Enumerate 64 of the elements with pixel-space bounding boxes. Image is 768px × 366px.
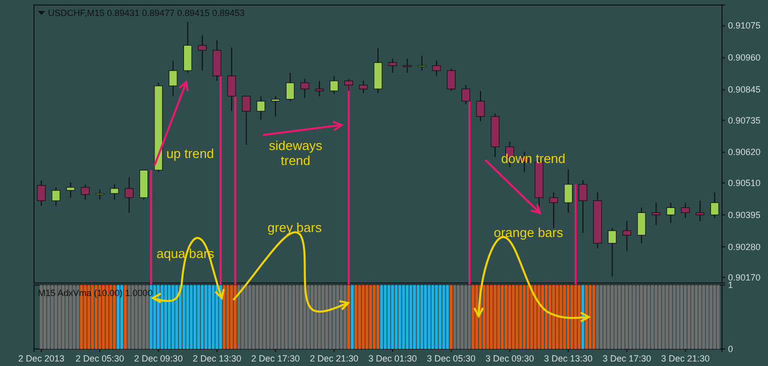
- candlestick: [681, 202, 690, 218]
- candlestick: [315, 80, 324, 97]
- candlestick: [432, 60, 441, 76]
- candlestick: [418, 55, 426, 72]
- candlestick: [168, 60, 178, 97]
- candlestick: [710, 192, 720, 218]
- candlestick: [242, 96, 251, 146]
- candlestick: [300, 78, 310, 99]
- candlestick: [564, 168, 573, 214]
- x-tick-label: 2 Dec 13:30: [192, 353, 242, 364]
- x-tick-label: 3 Dec 01:30: [368, 353, 417, 364]
- y-tick-label: 1: [728, 280, 734, 290]
- annotation: sideways trend: [268, 138, 323, 168]
- candlestick: [198, 34, 207, 72]
- x-tick-label: 2 Dec 09:30: [134, 353, 183, 364]
- x-tick-label: 3 Dec 21:30: [661, 353, 710, 364]
- x-tick-label: 3 Dec 05:30: [426, 353, 476, 364]
- candlestick: [80, 184, 90, 200]
- candlestick: [256, 96, 266, 120]
- y-tick-label: 0: [728, 344, 734, 354]
- annotation: grey bars: [268, 220, 322, 235]
- chart-title: USDCHF,M15 0.89431 0.89477 0.89415 0.89453: [48, 8, 245, 18]
- candlestick: [36, 180, 46, 206]
- annotation: up trend: [166, 146, 214, 161]
- candlestick: [578, 180, 588, 234]
- candlestick: [52, 186, 60, 206]
- y-tick-label: 0.90845: [728, 84, 761, 95]
- candlestick: [608, 227, 617, 278]
- x-tick-label: 2 Dec 21:30: [310, 353, 358, 364]
- x-tick-label: 2 Dec 05:30: [76, 353, 124, 364]
- candlestick: [549, 192, 558, 228]
- candlestick: [637, 207, 646, 244]
- candlestick: [359, 80, 368, 94]
- y-tick-label: 0.90735: [728, 115, 761, 126]
- x-tick-label: 3 Dec 13:30: [544, 353, 593, 364]
- annotation: orange bars: [494, 225, 564, 240]
- candlestick: [622, 220, 632, 252]
- candlestick: [227, 47, 236, 112]
- candlestick: [330, 75, 338, 94]
- candlestick: [66, 182, 75, 198]
- y-tick-label: 0.90280: [728, 242, 761, 252]
- candlestick: [476, 90, 485, 122]
- candlestick: [388, 58, 397, 74]
- x-tick-label: 3 Dec 09:30: [485, 353, 534, 364]
- x-tick-label: 2 Dec 17:30: [251, 353, 300, 364]
- y-tick-label: 0.90960: [728, 52, 761, 63]
- candlestick: [666, 202, 676, 224]
- candlestick: [286, 72, 294, 102]
- candlestick: [696, 200, 704, 222]
- y-tick-label: 0.90620: [728, 147, 761, 158]
- y-tick-label: 0.90395: [728, 210, 761, 220]
- candlestick: [446, 68, 456, 92]
- candlestick: [271, 96, 280, 117]
- candlestick: [96, 189, 104, 200]
- y-tick-label: 0.91075: [728, 20, 761, 31]
- y-tick-label: 0.90510: [728, 178, 761, 188]
- candlestick: [124, 176, 134, 214]
- x-tick-label: 2 Dec 2013: [18, 353, 64, 364]
- y-tick-label: 0.90170: [728, 272, 761, 282]
- candlestick: [344, 78, 354, 92]
- annotation: down trend: [501, 151, 566, 166]
- candlestick: [462, 84, 470, 105]
- candlestick: [110, 184, 119, 200]
- x-tick-label: 3 Dec 17:30: [602, 353, 652, 364]
